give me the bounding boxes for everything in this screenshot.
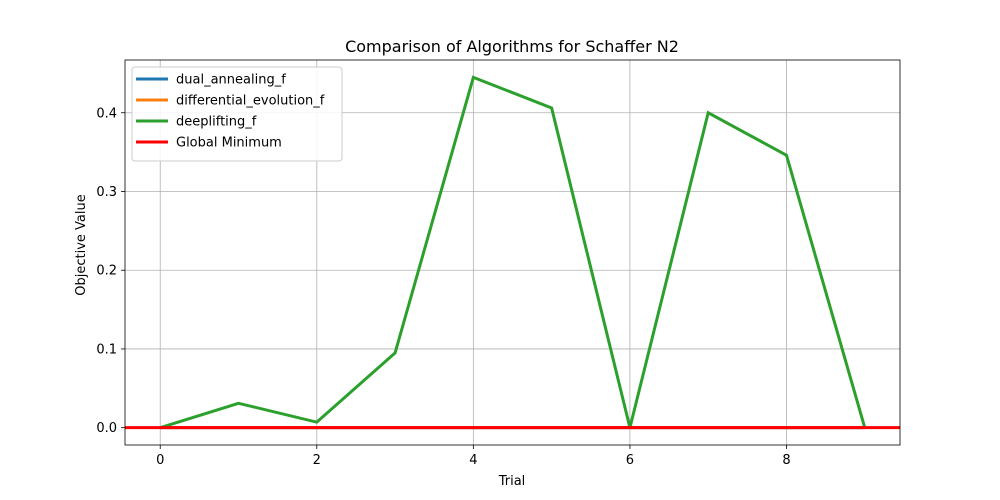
y-tick-label: 0.4: [96, 106, 117, 121]
x-tick-label: 4: [469, 453, 477, 468]
series-line-deeplifting-f: [159, 75, 867, 430]
series-lines: [125, 75, 900, 430]
x-tick-label: 2: [313, 453, 321, 468]
x-axis-ticks: 0 2 4 6 8: [156, 445, 791, 468]
legend-entry-label: Global Minimum: [176, 136, 282, 151]
x-axis-label: Trial: [498, 474, 526, 489]
legend: dual_annealing_f differential_evolution_f…: [131, 66, 343, 162]
y-axis-label: Objective Value: [74, 194, 89, 295]
legend-box: [131, 66, 343, 162]
plot-frame: [124, 59, 901, 446]
y-tick-label: 0.3: [96, 185, 117, 200]
x-tick-label: 0: [156, 453, 164, 468]
legend-entry-label: deeplifting_f: [176, 115, 257, 130]
plot-area-border: [124, 59, 901, 446]
legend-entry-label: differential_evolution_f: [176, 94, 325, 109]
y-tick-label: 0.1: [96, 342, 117, 357]
chart-title: Comparison of Algorithms for Schaffer N2: [345, 37, 679, 56]
x-tick-label: 6: [626, 453, 634, 468]
x-tick-label: 8: [782, 453, 790, 468]
y-axis-ticks: 0.0 0.1 0.2 0.3 0.4: [96, 106, 125, 436]
y-tick-label: 0.0: [96, 421, 117, 436]
legend-entry-label: dual_annealing_f: [176, 73, 286, 88]
y-tick-label: 0.2: [96, 264, 117, 279]
